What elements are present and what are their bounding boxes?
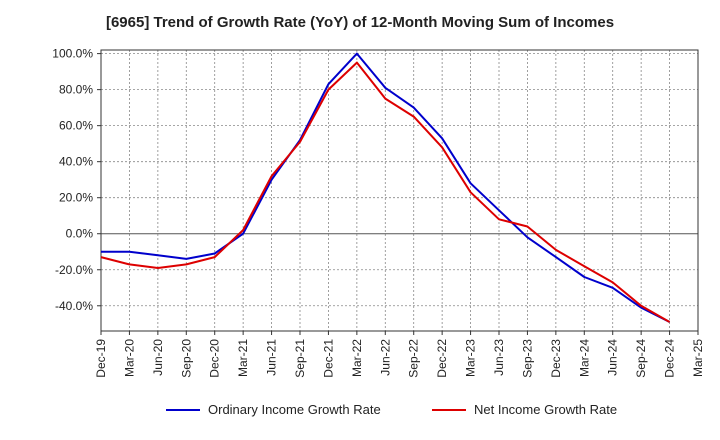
y-tick-label: 80.0%	[59, 83, 93, 97]
x-tick-label: Dec-22	[435, 339, 449, 378]
x-tick-label: Sep-23	[520, 339, 534, 378]
series-line-1	[100, 61, 671, 323]
x-tick-label: Jun-23	[492, 339, 506, 376]
x-tick-label: Dec-24	[663, 339, 677, 378]
x-tick-label: Mar-23	[464, 339, 478, 377]
x-tick-label: Sep-21	[293, 339, 307, 378]
y-tick-label: -40.0%	[55, 299, 93, 313]
x-tick-label: Sep-20	[179, 339, 193, 378]
y-tick-label: 40.0%	[59, 155, 93, 169]
x-tick-label: Sep-24	[634, 339, 648, 378]
x-tick-label: Dec-20	[208, 339, 222, 378]
x-tick-label: Mar-25	[691, 339, 705, 377]
x-tick-label: Dec-23	[549, 339, 563, 378]
y-tick-label: 20.0%	[59, 191, 93, 205]
plot-frame	[100, 49, 699, 332]
x-tick-label: Mar-24	[577, 339, 591, 377]
y-tick-label: 100.0%	[52, 47, 93, 61]
series-line-0	[101, 52, 671, 323]
x-tick-label: Mar-22	[350, 339, 364, 377]
x-tick-label: Dec-19	[94, 339, 108, 378]
y-tick-label: 60.0%	[59, 119, 93, 133]
x-tick-label: Dec-21	[321, 339, 335, 378]
y-tick-label: -20.0%	[55, 263, 93, 277]
y-tick-label: 0.0%	[66, 227, 94, 241]
legend-label-1: Net Income Growth Rate	[474, 402, 617, 417]
x-tick-label: Jun-24	[606, 339, 620, 376]
chart-title: [6965] Trend of Growth Rate (YoY) of 12-…	[105, 14, 615, 31]
x-tick-label: Mar-21	[236, 339, 250, 377]
x-tick-label: Sep-22	[407, 339, 421, 378]
x-tick-label: Mar-20	[122, 339, 136, 377]
legend-label-0: Ordinary Income Growth Rate	[208, 402, 381, 417]
x-tick-label: Jun-22	[378, 339, 392, 376]
x-tick-label: Jun-20	[151, 339, 165, 376]
x-tick-label: Jun-21	[265, 339, 279, 376]
